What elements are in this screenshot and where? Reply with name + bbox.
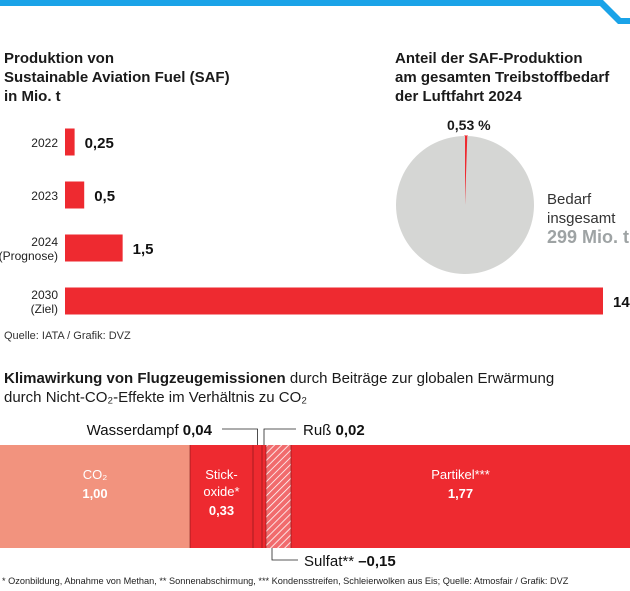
pie-slice-saf (464, 135, 468, 206)
klima-title-rest: durch Beiträge zur globalen Erwärmung (285, 370, 555, 387)
saf-title-line: Produktion von (4, 50, 114, 67)
saf-category-label: (Prognose) (0, 249, 58, 263)
klima-segment (266, 445, 291, 548)
saf-title: Produktion von Sustainable Aviation Fuel… (4, 49, 304, 106)
share-title-line: der Luftfahrt 2024 (395, 88, 522, 105)
klima-footnote: * Ozonbildung, Abnahme von Methan, ** So… (2, 576, 569, 586)
klima-stacked-bar-chart: CO₂ 1,00 Stick-oxide* 0,33 Partikel*** 1,77 Wa… (0, 422, 630, 570)
saf-category-label: (Ziel) (31, 302, 58, 316)
callout-sulfat: Sulfat** –0,15 (304, 553, 396, 570)
accent-line (0, 0, 630, 24)
klima-segment-name: Partikel*** (431, 467, 490, 482)
callout-line (222, 428, 258, 445)
saf-category-label: 2022 (31, 136, 58, 150)
klima-segment-value: 1,00 (82, 486, 107, 501)
pie-slice-total (396, 136, 534, 274)
saf-value-label: 1,5 (133, 241, 154, 258)
demand-label-line: insgesamt (547, 210, 616, 227)
demand-label-line: Bedarf (547, 191, 592, 208)
klima-segment-name: CO₂ (83, 467, 108, 482)
saf-category-label: 2023 (31, 189, 58, 203)
saf-bar (65, 128, 75, 156)
saf-title-line: in Mio. t (4, 88, 61, 105)
saf-bar (65, 181, 85, 209)
saf-title-line: Sustainable Aviation Fuel (SAF) (4, 69, 230, 86)
share-title-line: Anteil der SAF-Produktion (395, 50, 583, 67)
saf-bar (65, 287, 603, 315)
top-accent-bar (0, 0, 630, 30)
saf-value-label: 0,5 (94, 188, 115, 205)
klima-segment-name: oxide* (203, 484, 239, 499)
pie-percent-label: 0,53 % (447, 117, 491, 133)
share-title: Anteil der SAF-Produktion am gesamten Tr… (395, 49, 630, 106)
klima-segment (262, 445, 266, 548)
accent-stripe (0, 7, 630, 30)
share-title-line: am gesamten Treibstoffbedarf (395, 69, 610, 86)
callout-wasserdampf: Wasserdampf 0,04 (87, 422, 213, 439)
saf-value-label: 14 (613, 294, 630, 311)
klima-segment-value: 1,77 (448, 486, 473, 501)
demand-label: Bedarf insgesamt (547, 190, 615, 228)
klima-segment-value: 0,33 (209, 503, 234, 518)
klima-title: Klimawirkung von Flugzeugemissionen durc… (4, 369, 630, 407)
klima-segment (190, 445, 253, 548)
saf-production-bar-chart: 2022 0,25 2023 0,5 2024(Prognose) 1,5 2030(Zie… (0, 128, 630, 316)
callout-line (271, 548, 298, 561)
klima-title-bold: Klimawirkung von Flugzeugemissionen (4, 370, 286, 387)
callout-russ: Ruß 0,02 (303, 422, 365, 439)
callout-line (263, 428, 296, 445)
saf-bar (65, 234, 123, 262)
klima-title-line2: durch Nicht-CO₂-Effekte im Verhältnis zu… (4, 389, 308, 406)
klima-segment (0, 445, 190, 548)
saf-category-label: 2030 (31, 288, 58, 302)
saf-value-label: 0,25 (85, 135, 114, 152)
klima-title-line1: Klimawirkung von Flugzeugemissionen durc… (4, 369, 630, 388)
saf-source: Quelle: IATA / Grafik: DVZ (4, 330, 131, 342)
saf-category-label: 2024 (31, 235, 58, 249)
saf-share-pie-chart (396, 135, 534, 274)
klima-segment (253, 445, 262, 548)
demand-value: 299 Mio. t (547, 227, 630, 247)
klima-segment (291, 445, 630, 548)
klima-segment-name: Stick- (205, 467, 238, 482)
